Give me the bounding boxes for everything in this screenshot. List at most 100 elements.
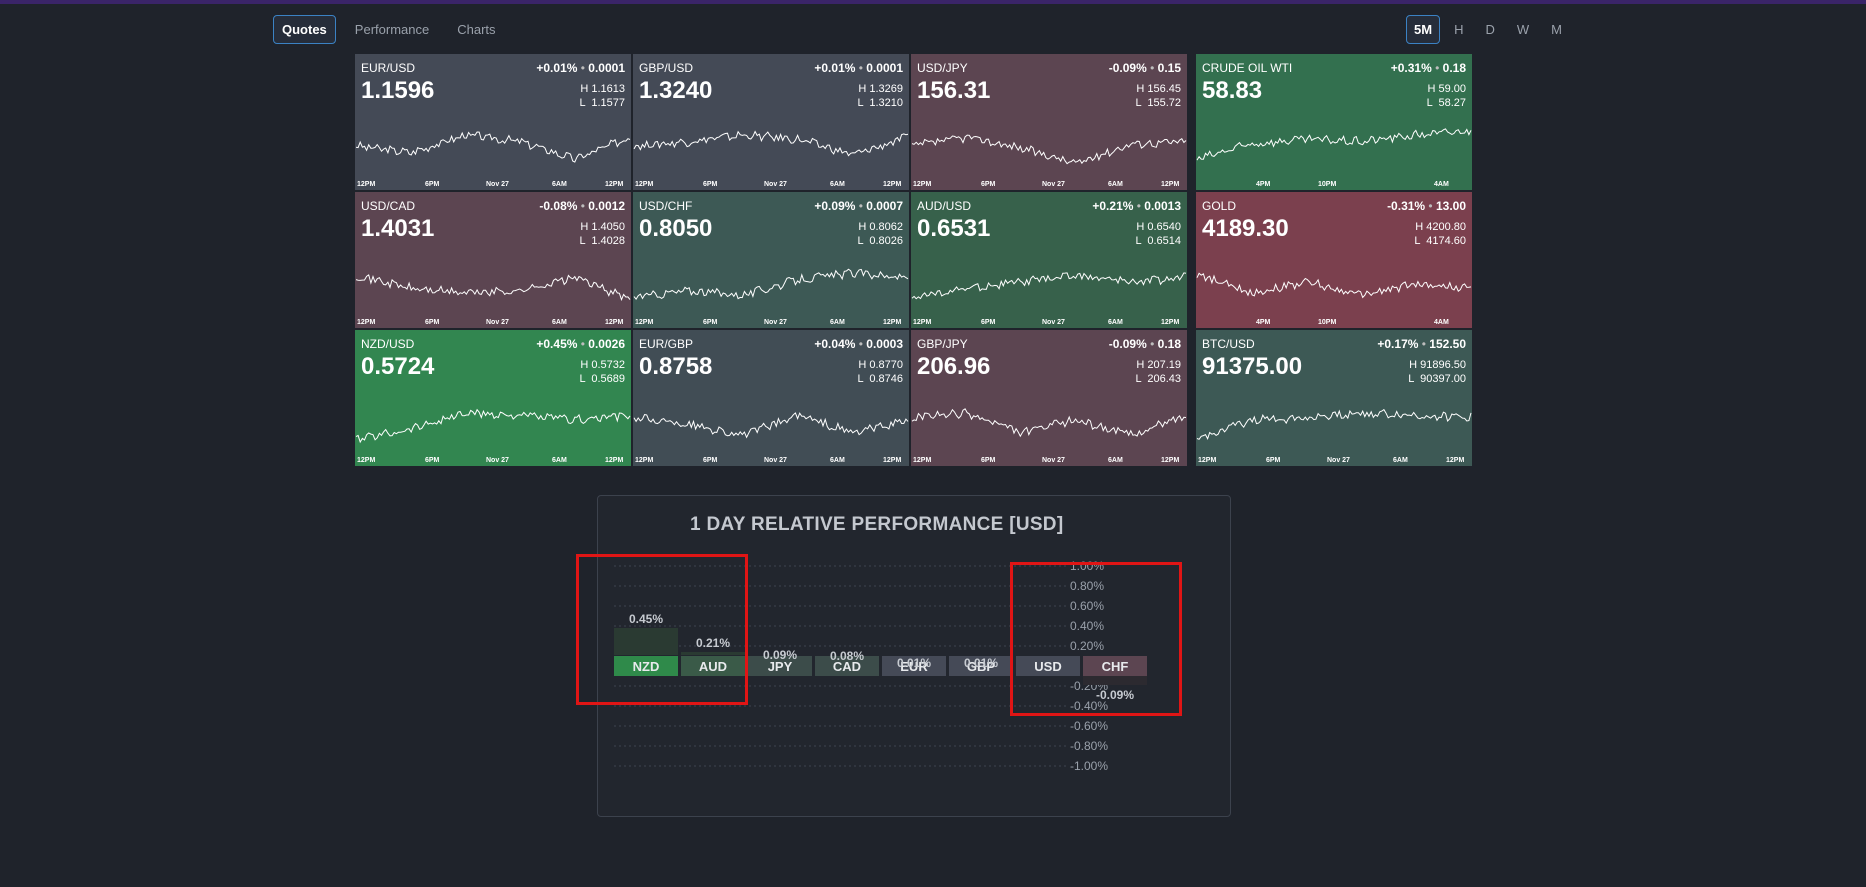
tile-price: 1.1596 [361, 77, 435, 104]
category-label: GBP [967, 659, 996, 674]
tile-x-axis-label: 6AM [552, 457, 567, 464]
tile-x-axis-label: 6PM [981, 181, 996, 188]
tile-high-low: H 0.8062 L 0.8026 [858, 220, 903, 248]
tile-x-axis-label: 6PM [1266, 457, 1281, 464]
quote-tile-crude-oil-wti[interactable]: CRUDE OIL WTI +0.31% • 0.18 58.83 H 59.00 L … [1196, 54, 1472, 190]
y-tick-label: -1.00% [1070, 759, 1108, 773]
sparkline-series [355, 408, 631, 444]
tile-x-axis-label: 12PM [883, 181, 902, 188]
sparkline-series [355, 131, 631, 163]
tile-price: 0.8050 [639, 215, 713, 242]
tile-x-axis-label: 12PM [883, 457, 902, 464]
sparkline-series [633, 130, 909, 157]
tile-change: -0.08% • 0.0012 [539, 199, 625, 213]
tile-symbol: NZD/USD [361, 337, 415, 351]
tab-charts[interactable]: Charts [457, 22, 496, 37]
separator-dot-icon: • [1425, 199, 1436, 213]
tile-low: L 0.6514 [1135, 235, 1181, 247]
quote-tile-eur-gbp[interactable]: EUR/GBP +0.04% • 0.0003 0.8758 H 0.8770 L 0.… [633, 330, 909, 466]
quote-tile-usd-chf[interactable]: USD/CHF +0.09% • 0.0007 0.8050 H 0.8062 L 0.… [633, 192, 909, 328]
y-tick-label: -0.80% [1070, 739, 1108, 753]
separator-dot-icon: • [1431, 61, 1443, 75]
timeframe-hour[interactable]: H [1454, 22, 1464, 37]
tile-x-axis-label: Nov 27 [764, 457, 787, 464]
quote-tile-btc-usd[interactable]: BTC/USD +0.17% • 152.50 91375.00 H 91896.50… [1196, 330, 1472, 466]
quote-tile-nzd-usd[interactable]: NZD/USD +0.45% • 0.0026 0.5724 H 0.5732 L 0.… [355, 330, 631, 466]
timeframe-month[interactable]: M [1551, 22, 1562, 37]
data-label: 0.09% [763, 648, 797, 662]
tile-change-abs: 0.0013 [1144, 199, 1181, 213]
separator-dot-icon: • [1146, 61, 1158, 75]
quote-tile-eur-usd[interactable]: EUR/USD +0.01% • 0.0001 1.1596 H 1.1613 L 1.… [355, 54, 631, 190]
tile-price: 206.96 [917, 353, 991, 380]
tile-price: 1.4031 [361, 215, 435, 242]
tile-x-axis-label: 12PM [1198, 457, 1217, 464]
timeframe-5m[interactable]: 5M [1406, 15, 1441, 44]
quote-tile-aud-usd[interactable]: AUD/USD +0.21% • 0.0013 0.6531 H 0.6540 L 0.… [911, 192, 1187, 328]
separator-dot-icon: • [577, 337, 589, 351]
y-tick-label: -0.60% [1070, 719, 1108, 733]
tile-x-axis-label: 6PM [425, 181, 440, 188]
quote-tile-gold[interactable]: GOLD -0.31% • 13.00 4189.30 H 4200.80 L 4174… [1196, 192, 1472, 328]
tile-x-axis-label: 12PM [913, 181, 932, 188]
top-accent-bar [0, 0, 1866, 4]
tile-change-abs: 0.18 [1157, 337, 1181, 351]
tile-high-low: H 207.19 L 206.43 [1136, 358, 1181, 386]
sparkline-chart [1196, 408, 1472, 440]
tile-change-pct: -0.08% [539, 199, 578, 213]
tile-low: L 1.1577 [579, 97, 625, 109]
tile-change: -0.31% • 13.00 [1387, 199, 1466, 213]
tile-high: H 207.19 [1136, 359, 1181, 371]
data-label: -0.09% [1096, 688, 1134, 702]
tile-price: 156.31 [917, 77, 991, 104]
tile-x-axis-label: 6AM [1108, 319, 1123, 326]
timeframe-day[interactable]: D [1485, 22, 1495, 37]
separator-dot-icon: • [1133, 199, 1145, 213]
tile-x-axis-label: 6PM [703, 457, 718, 464]
quote-tile-gbp-jpy[interactable]: GBP/JPY -0.09% • 0.18 206.96 H 207.19 L 206.… [911, 330, 1187, 466]
tile-x-axis-label: 4AM [1434, 319, 1449, 326]
sparkline-series [911, 408, 1187, 438]
sparkline-chart [633, 412, 909, 439]
tile-x-axis-label: 12PM [913, 457, 932, 464]
tile-low: L 0.8026 [857, 235, 903, 247]
tile-x-axis-label: 10PM [1318, 181, 1337, 188]
tile-change-pct: +0.45% [536, 337, 578, 351]
highlight-box-nzd-aud [576, 554, 748, 705]
tile-change-abs: 152.50 [1429, 337, 1466, 351]
sparkline-series [911, 272, 1187, 300]
tile-change: -0.09% • 0.15 [1109, 61, 1181, 75]
tile-change-pct: -0.09% [1108, 61, 1147, 75]
tab-performance[interactable]: Performance [354, 22, 430, 37]
tile-x-axis-label: Nov 27 [486, 181, 509, 188]
tile-x-axis-label: Nov 27 [1042, 457, 1065, 464]
quote-tile-usd-jpy[interactable]: USD/JPY -0.09% • 0.15 156.31 H 156.45 L 155.… [911, 54, 1187, 190]
data-label: 0.08% [830, 649, 864, 663]
timeframe-week[interactable]: W [1516, 22, 1530, 37]
bar-nzd [614, 628, 678, 655]
tile-change-abs: 0.0007 [866, 199, 903, 213]
sparkline-chart [633, 268, 909, 300]
tile-change-pct: +0.09% [814, 199, 856, 213]
tile-x-axis-label: 12PM [605, 457, 624, 464]
sparkline-chart [1196, 272, 1472, 299]
tile-change-abs: 13.00 [1435, 199, 1466, 213]
category-label: CHF [1102, 659, 1129, 674]
tile-x-axis-label: 12PM [1161, 319, 1180, 326]
quote-tile-usd-cad[interactable]: USD/CAD -0.08% • 0.0012 1.4031 H 1.4050 L 1.… [355, 192, 631, 328]
y-tick-label: 0.40% [1070, 619, 1104, 633]
category-chip-chf [1083, 656, 1147, 676]
tile-change-abs: 0.0026 [588, 337, 625, 351]
tile-x-axis-label: 6PM [703, 181, 718, 188]
tile-x-axis-label: 12PM [605, 181, 624, 188]
sparkline-series [1196, 272, 1472, 299]
tile-x-axis-label: 12PM [913, 319, 932, 326]
tile-change-abs: 0.0003 [866, 337, 903, 351]
tile-symbol: AUD/USD [917, 199, 972, 213]
category-chip-cad [815, 656, 879, 676]
sparkline-chart [355, 131, 631, 163]
tab-quotes[interactable]: Quotes [273, 15, 336, 44]
category-label: CAD [833, 659, 861, 674]
quote-tile-gbp-usd[interactable]: GBP/USD +0.01% • 0.0001 1.3240 H 1.3269 L 1.… [633, 54, 909, 190]
tile-change: -0.09% • 0.18 [1109, 337, 1181, 351]
